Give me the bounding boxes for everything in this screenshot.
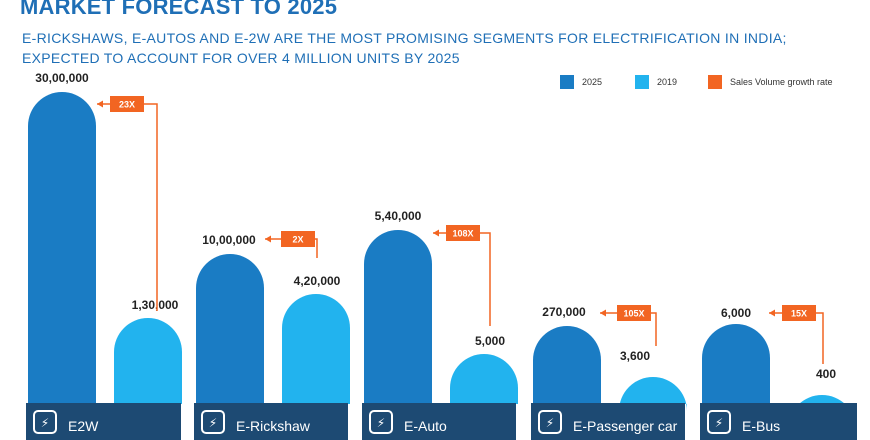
bar-2019-e-passenger-car	[619, 377, 687, 411]
growth-connector-down-e-bus	[816, 312, 824, 364]
bar-2025-e-auto	[364, 230, 432, 404]
rickshaw-icon	[201, 410, 225, 434]
growth-arrowhead-e-rickshaw	[265, 235, 271, 243]
rickshaw-icon-glyph: ⚡	[209, 416, 217, 430]
value-label-2019-e-passenger-car: 3,600	[620, 349, 650, 363]
legend-label-2025: 2025	[582, 77, 603, 87]
growth-arrowhead-e-passenger-car	[600, 309, 606, 317]
value-label-2019-e-bus: 400	[816, 367, 836, 381]
growth-badge-e2w	[110, 96, 144, 112]
car-charging-icon	[538, 410, 562, 434]
bus-charging-icon	[707, 410, 731, 434]
value-label-2025-e-bus: 6,000	[721, 306, 751, 320]
legend-item-2019: 2019	[635, 75, 677, 89]
value-label-2025-e-passenger-car: 270,000	[542, 305, 586, 319]
legend-label-2019: 2019	[657, 77, 678, 87]
segment-band-e2w	[26, 403, 181, 440]
growth-badge-e-passenger-car	[617, 305, 651, 321]
scooter-icon	[33, 410, 57, 434]
growth-connector-down-e-rickshaw	[315, 238, 318, 258]
value-label-2025-e-auto: 5,40,000	[375, 209, 422, 223]
growth-rate-label-e-passenger-car: 105X	[623, 309, 644, 319]
value-label-2019-e-rickshaw: 4,20,000	[294, 274, 341, 288]
subtitle-line-2: EXPECTED TO ACCOUNT FOR OVER 4 MILLION U…	[22, 50, 460, 66]
segment-label-e2w: E2W	[68, 418, 99, 434]
page-title: MARKET FORECAST TO 2025	[20, 0, 338, 19]
auto-rickshaw-icon-glyph: ⚡	[377, 416, 385, 430]
bar-2025-e-rickshaw	[196, 254, 264, 404]
page-subtitle: E-RICKSHAWS, E-AUTOS AND E-2W ARE THE MO…	[22, 28, 862, 68]
growth-connector-down-e-auto	[480, 232, 491, 326]
subtitle-line-1: E-RICKSHAWS, E-AUTOS AND E-2W ARE THE MO…	[22, 30, 787, 46]
value-label-2025-e-rickshaw: 10,00,000	[202, 233, 256, 247]
growth-badge-e-rickshaw	[281, 231, 315, 247]
bar-2019-e-rickshaw	[282, 294, 350, 404]
legend-swatch-2019	[635, 75, 649, 89]
growth-rate-label-e2w: 23X	[119, 100, 135, 110]
growth-arrowhead-e2w	[97, 100, 103, 108]
growth-rate-label-e-rickshaw: 2X	[292, 235, 303, 245]
growth-badge-e-auto	[446, 225, 480, 241]
growth-arrowhead-e-auto	[433, 229, 439, 237]
scooter-icon-glyph: ⚡	[41, 416, 49, 430]
legend-label-growth: Sales Volume growth rate	[730, 77, 833, 87]
car-charging-icon-glyph: ⚡	[546, 416, 554, 430]
segment-label-e-auto: E-Auto	[404, 418, 447, 434]
segment-label-e-rickshaw: E-Rickshaw	[236, 418, 311, 434]
growth-rate-label-e-auto: 108X	[452, 229, 473, 239]
legend-swatch-growth	[708, 75, 722, 89]
value-label-2025-e2w: 30,00,000	[35, 71, 89, 85]
bar-2025-e-bus	[702, 324, 770, 404]
value-label-2019-e2w: 1,30,000	[132, 298, 179, 312]
legend-item-2025: 2025	[560, 75, 602, 89]
growth-connector-down-e2w	[144, 103, 158, 311]
growth-rate-label-e-bus: 15X	[791, 309, 807, 319]
segment-label-e-passenger-car: E-Passenger car	[573, 418, 678, 434]
legend-swatch-2025	[560, 75, 574, 89]
bar-2019-e-auto	[450, 354, 518, 404]
bar-2019-e2w	[114, 318, 182, 404]
auto-rickshaw-icon	[369, 410, 393, 434]
growth-badge-e-bus	[782, 305, 816, 321]
bus-charging-icon-glyph: ⚡	[715, 416, 723, 430]
bar-2025-e-passenger-car	[533, 326, 601, 404]
value-label-2019-e-auto: 5,000	[475, 334, 505, 348]
growth-connector-down-e-passenger-car	[651, 312, 657, 346]
segment-label-e-bus: E-Bus	[742, 418, 780, 434]
legend-item-growth: Sales Volume growth rate	[708, 75, 833, 89]
growth-arrowhead-e-bus	[769, 309, 775, 317]
bar-2025-e2w	[28, 92, 96, 404]
